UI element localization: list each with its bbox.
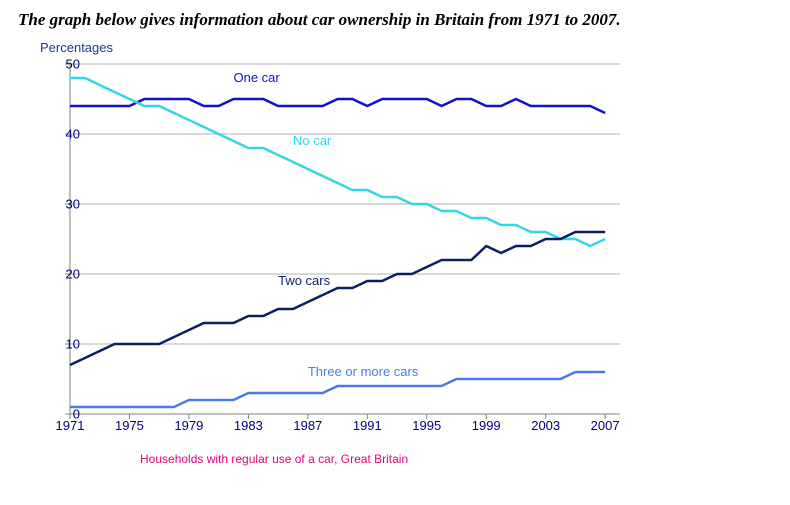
line-chart-svg [70, 64, 620, 414]
series-label: Three or more cars [308, 364, 419, 379]
x-tick-label: 1987 [293, 418, 322, 433]
x-tick-label: 1991 [353, 418, 382, 433]
chart-caption: Households with regular use of a car, Gr… [140, 452, 408, 466]
x-tick-label: 1975 [115, 418, 144, 433]
plot-area [70, 64, 620, 414]
x-tick-label: 1983 [234, 418, 263, 433]
series-label: No car [293, 133, 331, 148]
series-line [70, 232, 605, 365]
y-tick-label: 50 [50, 57, 80, 72]
y-tick-label: 30 [50, 197, 80, 212]
x-tick-label: 1979 [174, 418, 203, 433]
series-label: Two cars [278, 273, 330, 288]
x-tick-label: 1995 [412, 418, 441, 433]
series-label: One car [234, 70, 280, 85]
x-tick-label: 2003 [531, 418, 560, 433]
chart-container: Percentages 01020304050 1971197519791983… [20, 36, 640, 466]
y-axis-title: Percentages [40, 40, 113, 55]
y-tick-label: 10 [50, 337, 80, 352]
x-tick-label: 1971 [56, 418, 85, 433]
page-title: The graph below gives information about … [0, 0, 790, 30]
y-tick-label: 20 [50, 267, 80, 282]
x-tick-label: 2007 [591, 418, 620, 433]
y-tick-label: 40 [50, 127, 80, 142]
x-tick-label: 1999 [472, 418, 501, 433]
